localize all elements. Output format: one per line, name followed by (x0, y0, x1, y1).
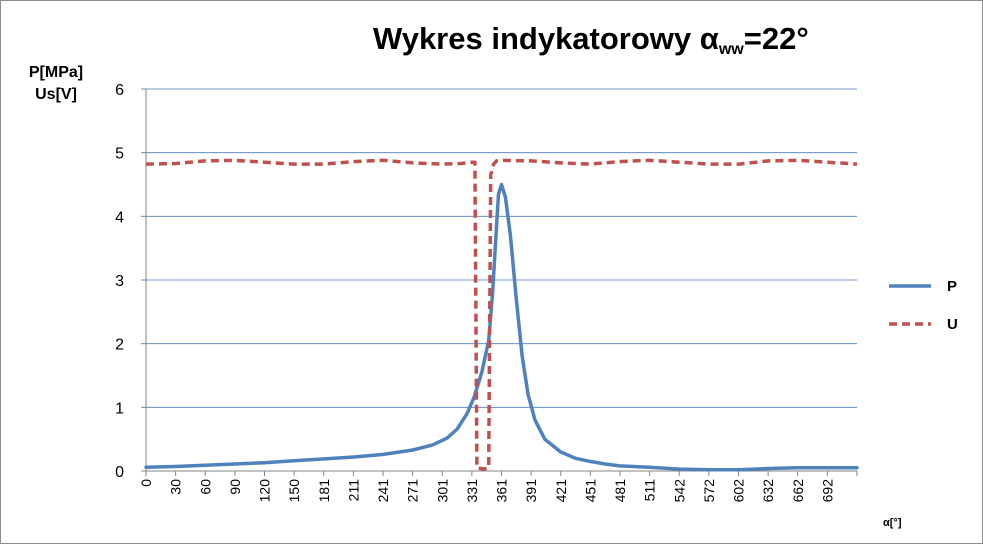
x-tick-label: 241 (375, 479, 391, 503)
y-tick-label: 5 (115, 146, 124, 163)
x-tick-label: 662 (790, 479, 806, 503)
x-tick-label: 361 (494, 479, 510, 503)
x-tick-label: 301 (434, 479, 450, 503)
x-tick-label: 632 (760, 479, 776, 503)
y-tick-label: 4 (115, 209, 124, 226)
x-tick-label: 181 (316, 479, 332, 503)
x-tick-label: 542 (671, 479, 687, 503)
y-tick-label: 1 (115, 400, 124, 417)
x-tick-label: 331 (464, 479, 480, 503)
y-axis-label-voltage: Us[V] (35, 86, 77, 103)
x-tick-label: 572 (701, 479, 717, 503)
legend-label-p: P (947, 278, 957, 295)
x-tick-label: 60 (197, 479, 213, 495)
y-axis-ticks: 0 1 2 3 4 5 6 (115, 82, 146, 481)
x-tick-label: 511 (642, 479, 658, 502)
series-lines (144, 158, 859, 472)
x-tick-label: 421 (553, 479, 569, 503)
y-tick-label: 3 (115, 273, 124, 290)
legend: P U (889, 278, 958, 333)
x-tick-label: 391 (523, 479, 539, 503)
x-tick-label: 30 (168, 479, 184, 495)
series-line-p (144, 182, 859, 472)
x-tick-label: 481 (612, 479, 628, 503)
x-tick-label: 150 (286, 479, 302, 503)
y-tick-label: 0 (115, 464, 124, 481)
x-tick-label: 692 (819, 479, 835, 503)
x-axis-label: α[°] (883, 517, 902, 529)
legend-label-u: U (947, 316, 958, 333)
x-tick-label: 271 (405, 479, 421, 503)
x-tick-label: 602 (731, 479, 747, 503)
gridlines (146, 88, 857, 408)
x-axis-ticks: 0 30 60 90 120 150 181 211 241 271 301 331 361 391 421… (138, 471, 858, 503)
y-tick-label: 2 (115, 337, 124, 354)
x-tick-label: 90 (227, 479, 243, 495)
x-tick-label: 211 (345, 479, 361, 502)
y-tick-label: 6 (115, 82, 124, 99)
y-axis-label-pressure: P[MPa] (29, 64, 83, 81)
x-tick-label: 120 (257, 479, 273, 503)
x-tick-label: 0 (138, 479, 154, 487)
chart-title: Wykres indykatorowy αww=22° (373, 21, 809, 58)
x-tick-label: 451 (582, 479, 598, 503)
series-line-u (145, 158, 858, 471)
